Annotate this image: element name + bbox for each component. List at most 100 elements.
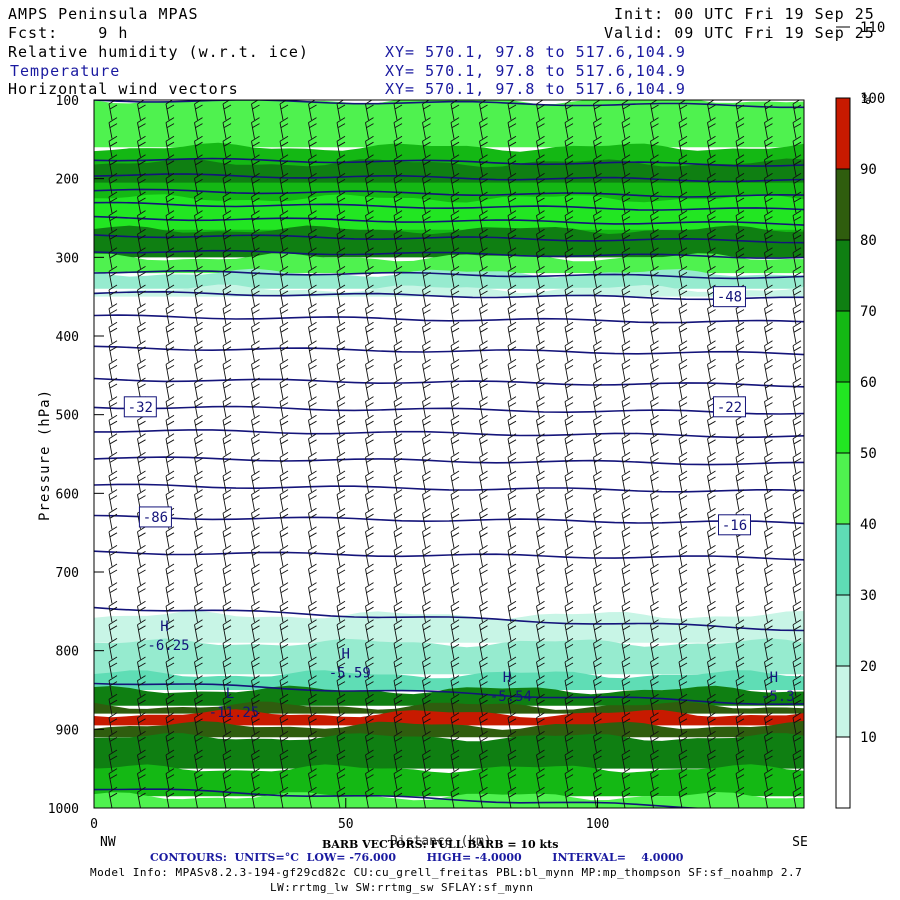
extremum-value: -6.25 [147,638,189,654]
wind-barb [365,749,374,772]
wind-barb [450,545,460,567]
wind-barb [564,100,574,121]
wind-barb [194,228,203,251]
rh-band [94,670,804,690]
wind-barb [279,340,289,362]
wind-barb [707,154,716,176]
wind-barb [764,321,773,344]
wind-barb [479,266,488,288]
wind-barb [194,675,203,697]
wind-barb [593,638,602,660]
wind-barb [222,638,232,660]
wind-barb [365,154,374,176]
wind-barb [678,768,688,790]
wind-barb [450,619,460,641]
rh-band [94,638,804,675]
isotherm-label-box [123,396,157,418]
isotherm-line [94,201,804,211]
wind-barb [564,675,574,697]
wind-barb [650,433,659,455]
wind-barb [165,359,175,381]
wind-barb [194,693,203,716]
wind-barb [137,210,146,232]
wind-barb [764,154,773,176]
wind-barb [393,321,403,344]
wind-barb [650,396,659,418]
wind-barb [621,321,631,344]
wind-barb [678,470,688,493]
wind-barb [764,749,773,772]
wind-barb [650,638,659,660]
wind-barb [536,786,545,808]
wind-barb [479,321,488,344]
wind-barb [222,414,232,437]
wind-barb [564,266,574,288]
wind-barb [650,135,659,158]
wind-barb [365,414,374,437]
wind-barb [593,619,602,641]
wind-barb [536,452,545,474]
wind-barb [222,247,232,269]
wind-barb [251,433,260,455]
wind-barb [507,303,517,325]
wind-barb [393,100,403,121]
wind-barb [621,675,631,697]
wind-barb [251,619,260,641]
wind-barb [108,210,118,232]
wind-barb [792,117,802,139]
wind-barb [194,786,203,808]
wind-barb [792,638,802,660]
wind-barb [165,396,175,418]
wind-barb [165,173,175,195]
wind-barb [479,563,488,586]
wind-barb [593,396,602,418]
colorbar-tick-label: 90 [860,162,877,178]
wind-barb [479,154,488,176]
wind-barb [564,303,574,325]
wind-barb [108,247,118,269]
wind-barb [251,210,260,232]
wind-barb [251,377,260,400]
wind-barb [792,191,802,214]
wind-barb [678,359,688,381]
wind-barb [308,731,317,753]
wind-barb [479,303,488,325]
wind-barb [678,693,688,716]
wind-barb [137,100,146,121]
wind-barb [621,135,631,158]
wind-barb [621,377,631,400]
wind-barb [707,100,716,121]
wind-barb [251,638,260,660]
wind-barb [621,489,631,511]
wind-barb [393,359,403,381]
wind-barb [564,731,574,753]
wind-barb [536,414,545,437]
wind-barb [536,489,545,511]
wind-barb [764,340,773,362]
wind-barb [336,452,346,474]
colorbar-tick-label: 10 [860,730,877,746]
wind-barb [308,359,317,381]
wind-barb [650,414,659,437]
wind-barb [251,526,260,548]
wind-barb [564,117,574,139]
wind-barb [707,117,716,139]
wind-barb [222,675,232,697]
wind-barb [536,693,545,716]
wind-barb [222,693,232,716]
isotherm-line [94,249,804,259]
wind-barb [308,452,317,474]
wind-barb [279,452,289,474]
wind-barb [165,638,175,660]
wind-barb [279,600,289,623]
wind-barb [165,749,175,772]
wind-barb [308,526,317,548]
colorbar-tick-label: 30 [860,588,877,604]
wind-barb [479,359,488,381]
wind-barb [165,117,175,139]
wind-barb [308,100,317,121]
wind-barb [365,675,374,697]
wind-barb [251,452,260,474]
wind-barb [222,433,232,455]
wind-barb [707,377,716,400]
